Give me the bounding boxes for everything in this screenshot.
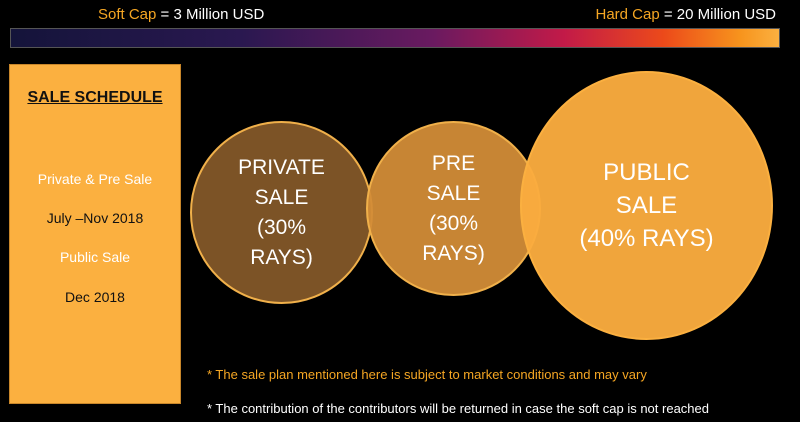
private-sale-label: PRIVATE SALE (30% RAYS) (238, 155, 325, 269)
sale-schedule-panel: SALE SCHEDULE Private & Pre Sale July –N… (9, 64, 181, 404)
cap-gradient-bar (10, 28, 780, 48)
sale-plan-note: * The sale plan mentioned here is subjec… (207, 367, 647, 382)
soft-cap-text: Soft Cap = 3 Million USD (98, 6, 264, 23)
soft-cap-value: = 3 Million USD (156, 6, 265, 23)
pre-sale-circle: PRE SALE (30% RAYS) (366, 121, 541, 296)
sale-schedule-title: SALE SCHEDULE (27, 89, 163, 106)
schedule-line-private-dates: July –Nov 2018 (46, 210, 144, 226)
schedule-line-public-dates: Dec 2018 (65, 289, 125, 305)
private-sale-circle: PRIVATE SALE (30% RAYS) (190, 121, 373, 304)
public-sale-circle: PUBLIC SALE (40% RAYS) (520, 71, 773, 340)
public-sale-label: PUBLIC SALE (40% RAYS) (579, 159, 714, 252)
schedule-line-public: Public Sale (59, 249, 131, 265)
schedule-line-private-pre: Private & Pre Sale (37, 171, 153, 187)
hard-cap-label: Hard Cap (595, 6, 660, 23)
refund-note: * The contribution of the contributors w… (207, 401, 709, 416)
pre-sale-label: PRE SALE (30% RAYS) (422, 151, 485, 265)
hard-cap-text: Hard Cap = 20 Million USD (596, 6, 777, 23)
soft-cap-label: Soft Cap (98, 6, 157, 23)
hard-cap-value: = 20 Million USD (659, 6, 776, 23)
